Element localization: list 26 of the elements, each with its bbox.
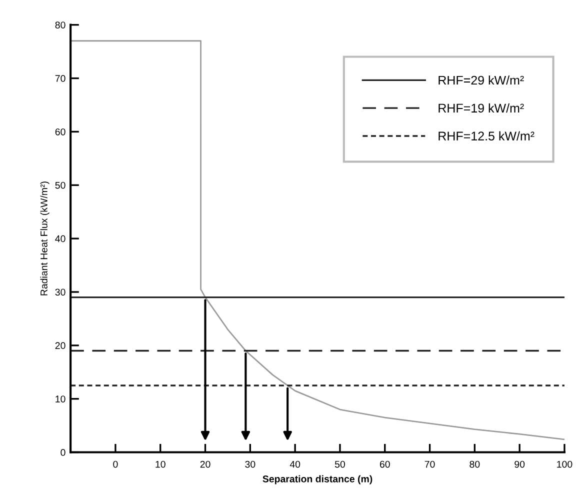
x-tick-label: 80 [470,460,480,468]
x-tick-label: 30 [245,460,256,468]
y-tick-label: 10 [56,396,66,402]
x-axis-title: Separation distance (m) [262,475,372,484]
y-tick-label: 0 [60,449,66,456]
x-tick-label: 20 [200,460,210,468]
y-tick-label: 30 [55,288,66,296]
line-series [70,40,564,440]
legend-label: RHF=12.5 kW/m² [438,131,534,140]
legend-label: RHF=29 kW/m² [438,75,524,85]
x-tick-label: 10 [156,460,166,468]
x-tick-label: 100 [557,460,572,468]
x-tick-label: 70 [424,460,435,468]
x-tick-label: 90 [514,460,525,468]
x-tick-label: 40 [290,460,300,468]
y-tick-label: 40 [55,235,66,242]
y-axis-title: Radiant Heat Flux (kW/m²) [40,182,50,296]
y-tick-label: 70 [55,75,66,82]
x-tick-label: 0 [113,460,118,468]
x-tick-label: 60 [380,460,390,468]
legend-label: RHF=19 kW/m² [438,103,524,113]
y-tick-label: 80 [55,22,66,28]
x-tick-label: 50 [334,460,345,468]
y-tick-label: 20 [55,342,66,350]
y-tick-label: 60 [55,128,66,136]
y-tick-label: 50 [55,182,66,189]
